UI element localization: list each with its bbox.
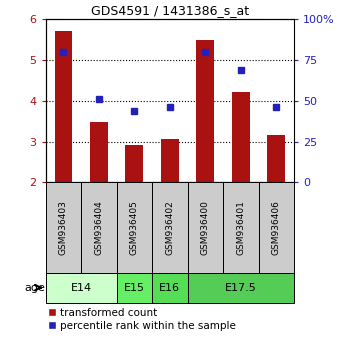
Bar: [223, 182, 259, 273]
Bar: [267, 135, 285, 182]
Bar: [117, 273, 152, 303]
Text: GSM936406: GSM936406: [272, 200, 281, 255]
Text: GSM936402: GSM936402: [165, 200, 174, 255]
Bar: [196, 40, 214, 182]
Text: GSM936401: GSM936401: [236, 200, 245, 255]
Title: GDS4591 / 1431386_s_at: GDS4591 / 1431386_s_at: [91, 4, 249, 17]
Legend: transformed count, percentile rank within the sample: transformed count, percentile rank withi…: [48, 308, 235, 331]
Bar: [46, 273, 117, 303]
Bar: [188, 273, 294, 303]
Text: GSM936400: GSM936400: [201, 200, 210, 255]
Bar: [81, 182, 117, 273]
Bar: [259, 182, 294, 273]
Bar: [152, 273, 188, 303]
Text: E15: E15: [124, 282, 145, 293]
Bar: [117, 182, 152, 273]
Text: age: age: [24, 282, 45, 293]
Text: E17.5: E17.5: [225, 282, 257, 293]
Text: E14: E14: [71, 282, 92, 293]
Bar: [46, 182, 81, 273]
Bar: [152, 182, 188, 273]
Bar: [161, 139, 179, 182]
Text: GSM936405: GSM936405: [130, 200, 139, 255]
Bar: [232, 92, 250, 182]
Text: E16: E16: [159, 282, 180, 293]
Text: GSM936403: GSM936403: [59, 200, 68, 255]
Bar: [54, 31, 72, 182]
Text: GSM936404: GSM936404: [94, 200, 103, 255]
Bar: [90, 122, 108, 182]
Bar: [125, 145, 143, 182]
Bar: [188, 182, 223, 273]
